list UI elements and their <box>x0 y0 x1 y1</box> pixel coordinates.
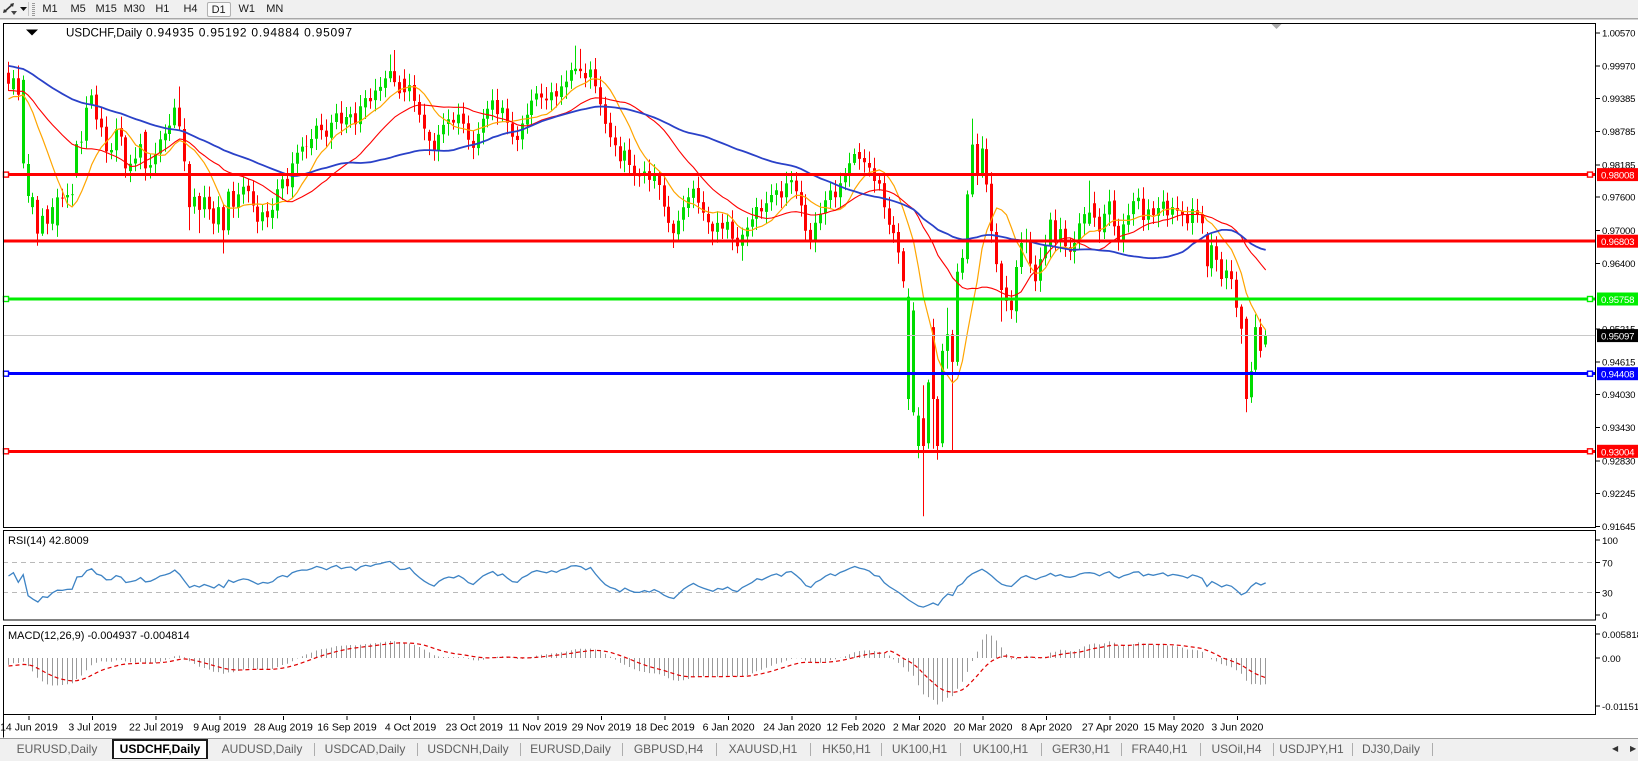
svg-text:0.98185: 0.98185 <box>1602 160 1635 171</box>
svg-text:29 Nov 2019: 29 Nov 2019 <box>572 722 632 734</box>
svg-text:9 Aug 2019: 9 Aug 2019 <box>193 722 246 734</box>
svg-text:16 Sep 2019: 16 Sep 2019 <box>317 722 377 734</box>
svg-text:14 Jun 2019: 14 Jun 2019 <box>0 722 58 734</box>
svg-text:24 Jan 2020: 24 Jan 2020 <box>763 722 821 734</box>
svg-text:0.92830: 0.92830 <box>1602 456 1635 467</box>
svg-text:3 Jun 2020: 3 Jun 2020 <box>1211 722 1263 734</box>
svg-text:0.95097: 0.95097 <box>1601 332 1634 343</box>
svg-text:6 Jan 2020: 6 Jan 2020 <box>703 722 755 734</box>
svg-text:0.00: 0.00 <box>1602 654 1621 665</box>
svg-text:18 Dec 2019: 18 Dec 2019 <box>635 722 695 734</box>
svg-text:2 Mar 2020: 2 Mar 2020 <box>893 722 946 734</box>
svg-text:0.93430: 0.93430 <box>1602 423 1635 434</box>
svg-text:0.93004: 0.93004 <box>1601 447 1635 458</box>
svg-text:11 Nov 2019: 11 Nov 2019 <box>508 722 567 734</box>
svg-text:20 Mar 2020: 20 Mar 2020 <box>954 722 1013 734</box>
svg-text:23 Oct 2019: 23 Oct 2019 <box>446 722 503 734</box>
svg-text:0.99970: 0.99970 <box>1602 62 1635 73</box>
svg-text:0.97000: 0.97000 <box>1602 226 1635 237</box>
svg-text:70: 70 <box>1602 559 1613 570</box>
svg-text:MACD(12,26,9) -0.004937 -0.004: MACD(12,26,9) -0.004937 -0.004814 <box>8 630 190 642</box>
svg-text:0.96803: 0.96803 <box>1601 237 1634 248</box>
svg-text:0.95758: 0.95758 <box>1601 295 1634 306</box>
svg-text:0.94615: 0.94615 <box>1602 358 1635 369</box>
svg-text:3 Jul 2019: 3 Jul 2019 <box>68 722 117 734</box>
svg-text:0.98008: 0.98008 <box>1601 171 1634 182</box>
svg-text:27 Apr 2020: 27 Apr 2020 <box>1082 722 1139 734</box>
svg-text:0.94408: 0.94408 <box>1601 370 1634 381</box>
svg-text:22 Jul 2019: 22 Jul 2019 <box>129 722 183 734</box>
svg-text:100: 100 <box>1602 536 1618 547</box>
svg-text:1.00570: 1.00570 <box>1602 28 1635 39</box>
svg-text:-0.011514: -0.011514 <box>1602 702 1638 713</box>
svg-text:4 Oct 2019: 4 Oct 2019 <box>385 722 437 734</box>
svg-text:0: 0 <box>1602 611 1607 622</box>
svg-text:0.91645: 0.91645 <box>1602 522 1635 533</box>
svg-text:0.92245: 0.92245 <box>1602 489 1635 500</box>
svg-text:0.94935 0.95192 0.94884 0.9509: 0.94935 0.95192 0.94884 0.95097 <box>146 26 353 40</box>
svg-text:USDCHF,Daily: USDCHF,Daily <box>66 27 142 40</box>
svg-text:0.94030: 0.94030 <box>1602 390 1635 401</box>
svg-text:30: 30 <box>1602 589 1613 600</box>
svg-text:0.97600: 0.97600 <box>1602 193 1635 204</box>
svg-text:12 Feb 2020: 12 Feb 2020 <box>826 722 885 734</box>
svg-text:0.96400: 0.96400 <box>1602 259 1635 270</box>
svg-text:28 Aug 2019: 28 Aug 2019 <box>254 722 313 734</box>
svg-text:15 May 2020: 15 May 2020 <box>1143 722 1204 734</box>
svg-text:0.98785: 0.98785 <box>1602 127 1635 138</box>
svg-text:8 Apr 2020: 8 Apr 2020 <box>1021 722 1072 734</box>
svg-text:RSI(14) 42.8009: RSI(14) 42.8009 <box>8 535 89 547</box>
svg-text:0.99385: 0.99385 <box>1602 94 1635 105</box>
svg-text:0.005818: 0.005818 <box>1602 630 1638 641</box>
